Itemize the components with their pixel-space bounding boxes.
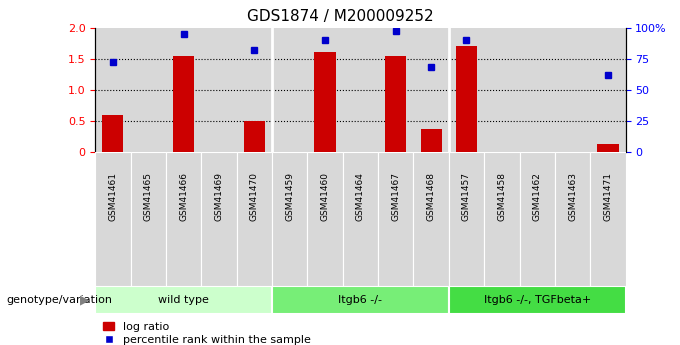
Bar <box>102 115 124 152</box>
Bar <box>597 144 619 152</box>
Text: GSM41458: GSM41458 <box>497 172 507 221</box>
Bar <box>484 152 520 286</box>
Text: Itgb6 -/-: Itgb6 -/- <box>339 295 382 305</box>
Text: GSM41465: GSM41465 <box>143 172 153 221</box>
Bar <box>420 129 442 152</box>
Text: GSM41463: GSM41463 <box>568 172 577 221</box>
Text: GSM41467: GSM41467 <box>391 172 401 221</box>
Bar <box>131 152 166 286</box>
Bar <box>449 152 484 286</box>
Bar <box>449 286 626 314</box>
Bar <box>555 152 590 286</box>
Bar <box>237 28 272 152</box>
Bar <box>520 28 555 152</box>
Text: GSM41470: GSM41470 <box>250 172 259 221</box>
Text: GSM41469: GSM41469 <box>214 172 224 221</box>
Bar <box>95 152 131 286</box>
Text: Itgb6 -/-, TGFbeta+: Itgb6 -/-, TGFbeta+ <box>483 295 591 305</box>
Bar <box>237 152 272 286</box>
Bar <box>243 121 265 152</box>
Text: GSM41460: GSM41460 <box>320 172 330 221</box>
Legend: log ratio, percentile rank within the sample: log ratio, percentile rank within the sa… <box>101 319 313 345</box>
Bar <box>520 152 555 286</box>
Bar <box>456 46 477 152</box>
Bar <box>307 28 343 152</box>
Bar <box>272 286 449 314</box>
Text: ▶: ▶ <box>80 294 90 307</box>
Bar <box>484 28 520 152</box>
Bar <box>131 28 166 152</box>
Bar <box>449 28 484 152</box>
Bar <box>590 152 626 286</box>
Text: genotype/variation: genotype/variation <box>7 295 113 305</box>
Text: GSM41464: GSM41464 <box>356 172 365 221</box>
Bar <box>95 28 131 152</box>
Bar <box>95 286 272 314</box>
Bar <box>413 28 449 152</box>
Bar <box>173 56 194 152</box>
Text: GSM41466: GSM41466 <box>179 172 188 221</box>
Text: GSM41462: GSM41462 <box>532 172 542 221</box>
Text: GSM41471: GSM41471 <box>603 172 613 221</box>
Bar <box>166 152 201 286</box>
Bar <box>378 28 413 152</box>
Bar <box>555 28 590 152</box>
Bar <box>166 28 201 152</box>
Text: GDS1874 / M200009252: GDS1874 / M200009252 <box>247 9 433 23</box>
Text: GSM41457: GSM41457 <box>462 172 471 221</box>
Bar <box>307 152 343 286</box>
Bar <box>314 52 336 152</box>
Bar <box>272 152 307 286</box>
Bar <box>590 28 626 152</box>
Bar <box>343 152 378 286</box>
Text: GSM41468: GSM41468 <box>426 172 436 221</box>
Text: GSM41461: GSM41461 <box>108 172 118 221</box>
Text: wild type: wild type <box>158 295 209 305</box>
Bar <box>385 56 407 152</box>
Bar <box>272 28 307 152</box>
Bar <box>201 152 237 286</box>
Bar <box>413 152 449 286</box>
Bar <box>343 28 378 152</box>
Bar <box>201 28 237 152</box>
Text: GSM41459: GSM41459 <box>285 172 294 221</box>
Bar <box>378 152 413 286</box>
